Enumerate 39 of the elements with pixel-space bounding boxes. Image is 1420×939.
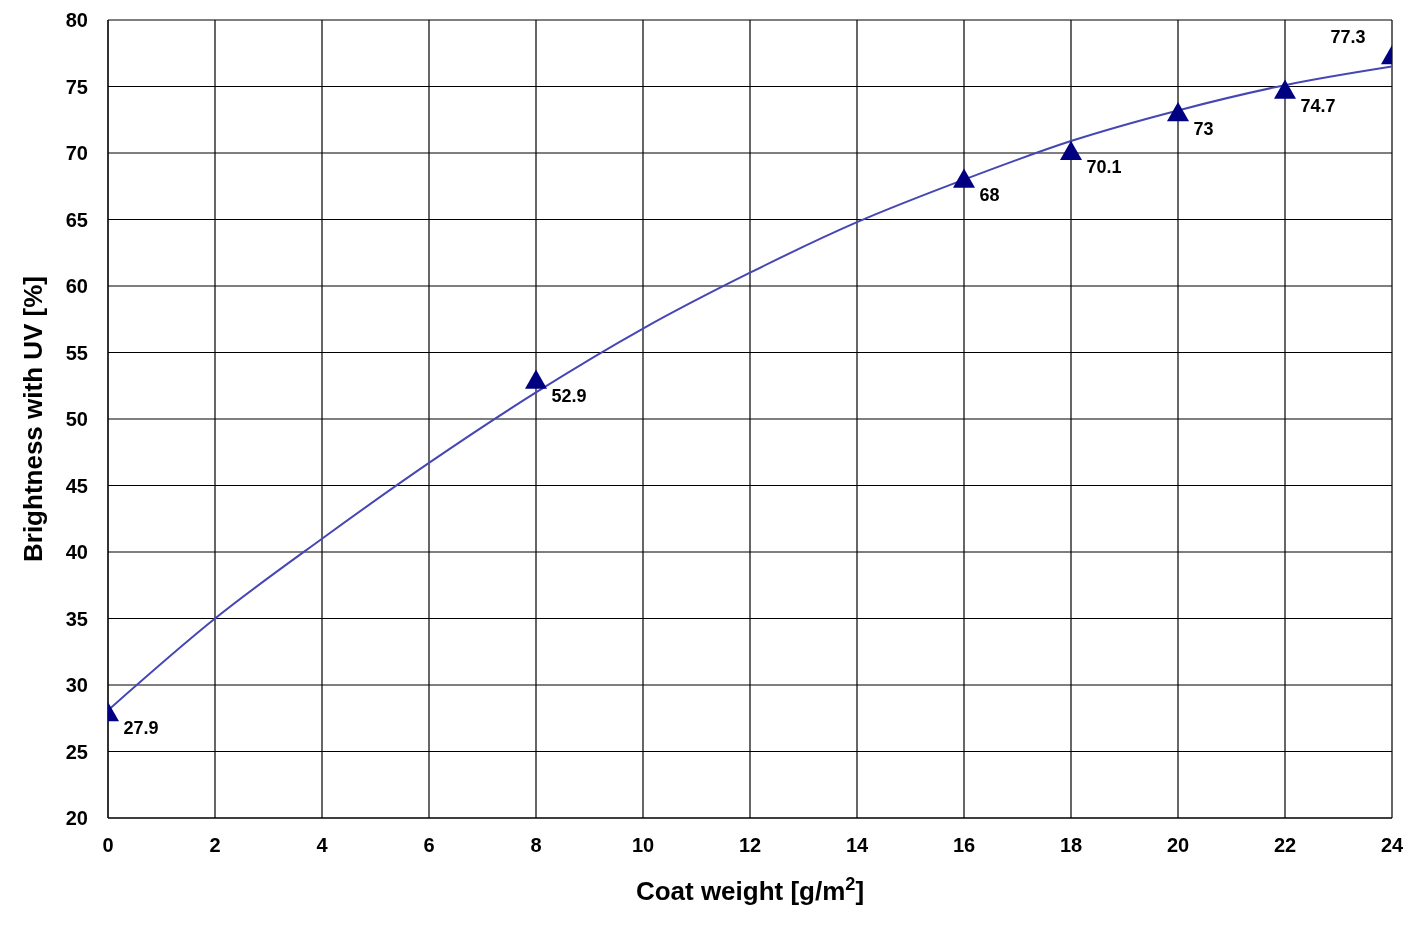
data-label: 73 [1193,118,1214,139]
data-label: 52.9 [551,385,587,406]
x-tick-label: 4 [316,834,329,857]
y-tick-label: 20 [65,807,88,830]
y-tick-label: 45 [65,474,88,497]
y-tick-label: 65 [65,208,88,231]
x-tick-label: 20 [1166,834,1190,857]
x-tick-label: 24 [1380,834,1404,857]
y-tick-label: 60 [65,275,88,298]
point [1167,102,1189,122]
point [1060,140,1082,160]
y-tick-label: 40 [65,541,88,564]
y-axis-title: Brightness with UV [%] [18,275,48,563]
x-tick-label: 16 [952,834,976,857]
point [953,168,975,188]
x-axis-title: Coat weight [g/m$^{2}$] [635,874,865,906]
y-tick-label: 75 [65,75,88,98]
x-tick-label: 22 [1273,834,1297,857]
x-tick-label: 6 [423,834,435,857]
y-tick-label: 55 [65,341,88,364]
x-tick-label: 2 [209,834,221,857]
x-tick-label: 14 [845,834,869,857]
data-label: 27.9 [123,718,159,739]
y-tick-label: 25 [65,740,88,763]
y-tick-label: 70 [65,142,88,165]
x-tick-label: 12 [738,834,762,857]
y-tick-label: 30 [65,674,88,697]
data-label: 70.1 [1086,157,1122,178]
x-tick-label: 0 [102,834,114,857]
x-tick-label: 10 [631,834,655,857]
point [1274,79,1296,99]
data-label: 77.3 [1330,27,1366,48]
data-label: 68 [979,185,1000,206]
data-label: 74.7 [1300,95,1336,116]
y-tick-label: 35 [65,607,88,630]
y-tick-label: 80 [65,9,88,32]
x-tick-label: 8 [530,834,542,857]
x-tick-label: 18 [1059,834,1083,857]
y-tick-label: 50 [65,408,88,431]
